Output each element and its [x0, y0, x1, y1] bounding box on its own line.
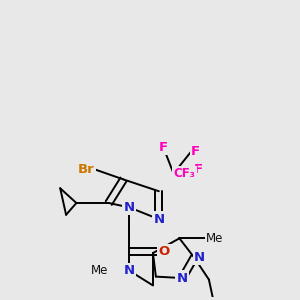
Text: Me: Me	[91, 264, 109, 277]
Text: N: N	[124, 201, 135, 214]
Text: N: N	[124, 264, 135, 277]
Text: O: O	[159, 245, 170, 258]
Text: F: F	[194, 163, 203, 176]
Text: F: F	[159, 141, 168, 154]
Text: CF₃: CF₃	[174, 167, 195, 180]
Text: Me: Me	[206, 232, 223, 245]
Text: Br: Br	[77, 163, 94, 176]
Text: N: N	[177, 272, 188, 285]
Text: N: N	[153, 213, 164, 226]
Text: N: N	[194, 251, 205, 264]
Text: F: F	[191, 145, 200, 158]
